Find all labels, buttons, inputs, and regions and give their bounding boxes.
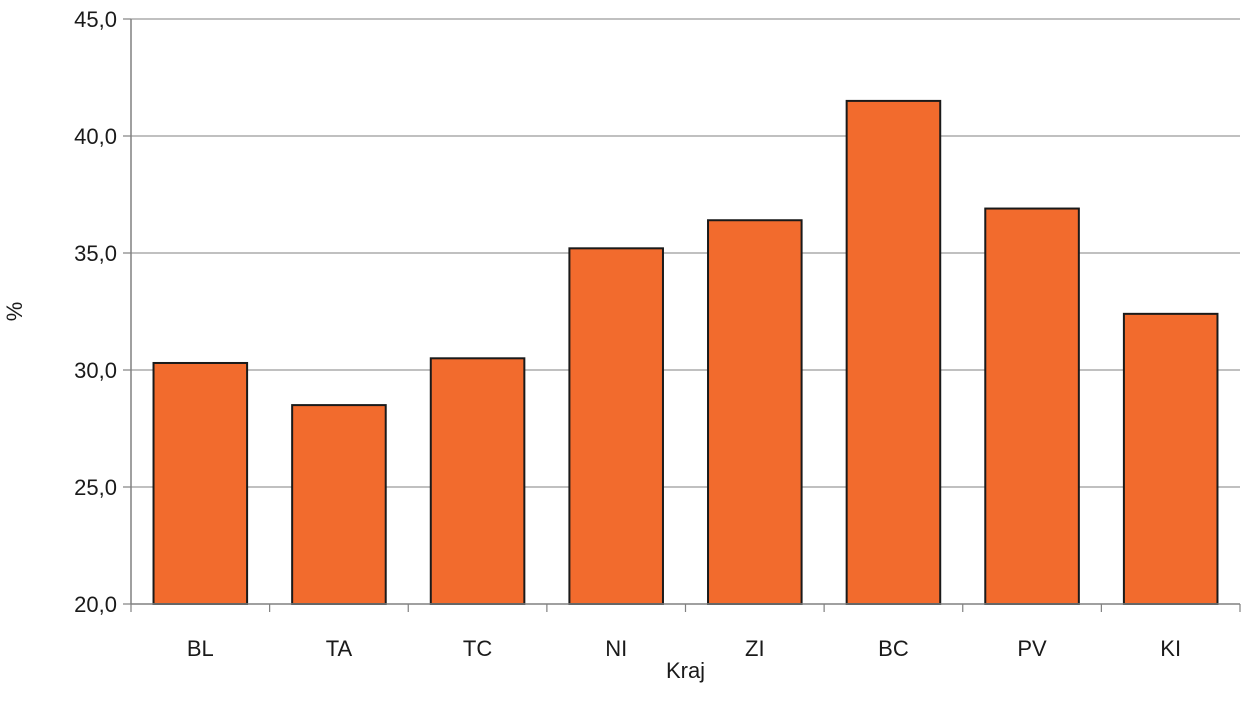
y-tick-label: 25,0 (74, 475, 117, 500)
y-tick-label: 35,0 (74, 241, 117, 266)
bar-ni (568, 247, 664, 605)
y-tick-label: 45,0 (74, 7, 117, 32)
x-tick-label: PV (1017, 636, 1047, 661)
bar-ta (291, 404, 387, 605)
tick-labels: 20,0 25,0 30,0 35,0 40,0 45,0 BL TA TC NI ZI BC PV KI (74, 7, 1181, 661)
x-tick-label: TC (463, 636, 492, 661)
bar-bl (152, 361, 249, 606)
axes (123, 18, 1241, 612)
bar-ki (1122, 312, 1219, 605)
x-tick-label: TA (326, 636, 353, 661)
bar-zi (707, 219, 803, 606)
y-tick-label: 40,0 (74, 124, 117, 149)
x-tick-label: NI (605, 636, 627, 661)
bar-pv (984, 207, 1080, 605)
x-tick-label: KI (1160, 636, 1181, 661)
x-tick-label: BL (187, 636, 214, 661)
x-tick-label: ZI (745, 636, 765, 661)
bar-bc (845, 99, 942, 606)
y-axis-title: % (2, 302, 27, 322)
y-tick-label: 30,0 (74, 358, 117, 383)
bar-tc (429, 357, 526, 605)
bars (152, 99, 1219, 606)
y-tick-label: 20,0 (74, 592, 117, 617)
x-tick-label: BC (878, 636, 909, 661)
x-axis-title: Kraj (666, 658, 705, 683)
